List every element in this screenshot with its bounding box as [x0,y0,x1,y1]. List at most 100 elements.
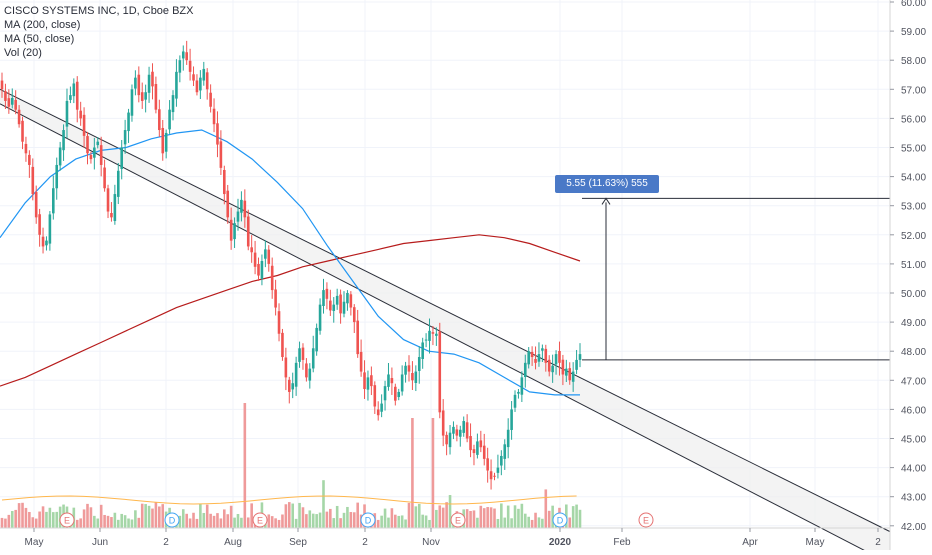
legend-ma200[interactable]: MA (200, close) [4,19,81,31]
volume-bar [192,512,195,528]
x-tick-label: 2 [362,537,368,548]
candle-body [0,80,4,90]
channel-fill [0,89,890,555]
x-tick-label: Jun [92,537,108,548]
volume-bar [45,511,48,528]
candle-body [356,320,359,355]
candle-body [500,455,503,466]
candle-body [226,190,230,218]
volume-bar [31,517,35,528]
candle-body [281,332,284,358]
candle-body [383,386,387,401]
volume-bar [14,509,17,528]
volume-bar [0,517,4,528]
volume-bar [10,511,14,528]
candle-body [134,77,137,89]
volume-bar [329,508,332,528]
volume-bar [233,517,236,528]
candle-body [301,347,305,360]
candle-body [390,378,394,384]
volume-bar [223,509,226,528]
candle-body [257,263,260,276]
volume-bar [380,515,383,528]
volume-bar [99,504,103,528]
candle-body [325,288,329,299]
candle-body [305,363,308,378]
candle-body [537,354,541,362]
volume-bar [441,507,445,528]
candle-body [517,391,520,394]
volume-bar [151,508,154,528]
x-tick-label: May [806,537,825,548]
candle-body [359,351,363,372]
volume-bar [294,518,298,528]
volume-bar [376,519,380,528]
candle-body [168,109,171,130]
volume-bar [305,514,308,528]
volume-bar [4,518,7,528]
event-marker-label: D [557,516,564,526]
volume-bar [325,511,329,528]
legend-ma50[interactable]: MA (50, close) [4,33,75,45]
volume-bar [469,510,472,528]
candle-body [216,123,219,145]
candle-body [541,348,544,351]
volume-bar [226,514,230,528]
x-tick-label: 2 [163,537,169,548]
candle-body [14,99,17,110]
legend-vol[interactable]: Vol (20) [4,47,42,59]
candle-body [93,147,96,158]
candle-body [510,409,513,430]
candle-body [209,92,212,107]
candle-body [4,91,7,101]
volume-bar [530,519,534,528]
candle-body [151,71,154,87]
volume-bar [322,480,325,528]
x-tick-label: May [25,537,44,548]
y-tick-label: 56.00 [901,114,926,125]
dividend-marker [360,512,376,528]
volume-bar [287,502,291,528]
candle-body [294,362,298,387]
candle-body [86,136,89,154]
candle-body [448,432,452,448]
channel-upper-line[interactable] [0,88,891,533]
candle-body [75,81,79,110]
candle-body [267,249,271,264]
candle-body [181,51,185,59]
volume-bar [212,515,216,528]
volume-bar [301,507,305,528]
volume-bar [346,506,349,528]
y-tick-label: 43.00 [901,493,926,504]
event-marker-label: E [455,516,461,526]
candle-body [489,471,493,480]
candle-body [469,436,472,451]
candle-body [205,72,209,90]
candle-body [103,167,106,189]
legend-symbol[interactable]: CISCO SYSTEMS INC, 1D, Cboe BZX [4,5,194,17]
candle-body [400,374,404,392]
candle-body [62,130,65,151]
candle-body [370,375,373,387]
earnings-marker [252,512,268,528]
channel-lower-line[interactable] [0,103,890,555]
candle-body [332,304,336,311]
candle-body [69,95,72,100]
candle-body [45,240,48,246]
y-tick-label: 48.00 [901,347,926,358]
volume-bar [209,513,212,528]
time-axis[interactable]: May Jun 2 Aug Sep 2 Nov 2020 Feb Apr May 2 [0,527,890,548]
volume-bar [493,508,496,528]
volume-bar [89,507,93,528]
candle-body [342,301,346,314]
descending-channel[interactable] [0,88,891,555]
candle-body [414,371,418,383]
volume-bar [158,506,161,528]
price-axis[interactable]: 60.00 59.00 58.00 57.00 56.00 55.00 54.00 53.00… [889,0,932,550]
volume-bar [431,418,435,528]
volume-bar [205,504,209,528]
price-range-measure[interactable] [582,197,890,361]
candle-body [99,145,103,165]
